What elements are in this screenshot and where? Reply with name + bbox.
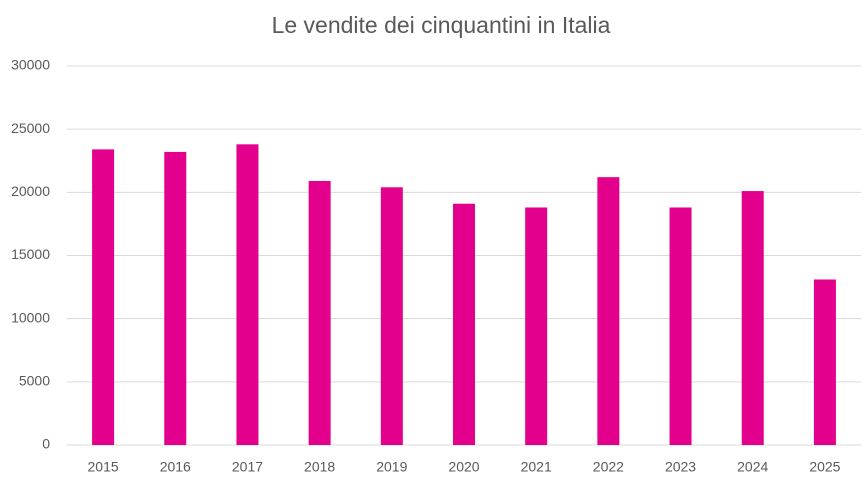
y-tick-label: 0 [42,436,50,452]
y-tick-label: 30000 [11,57,50,73]
x-tick-label: 2022 [593,459,624,475]
bar [525,207,548,445]
bar [597,177,620,445]
chart-title: Le vendite dei cinquantini in Italia [272,12,611,38]
y-tick-label: 5000 [19,373,50,389]
bar [669,207,692,445]
bar [453,203,475,445]
bar [236,144,259,445]
bar [308,180,331,446]
y-tick-label: 15000 [11,246,50,262]
x-tick-label: 2023 [665,459,696,475]
x-tick-label: 2019 [376,459,407,475]
bar [813,279,836,445]
x-tick-label: 2018 [304,459,335,475]
bar [741,191,764,445]
bar [380,187,403,445]
bar [92,149,115,445]
y-tick-label: 25000 [11,120,50,136]
x-tick-label: 2016 [160,459,191,475]
x-tick-label: 2017 [232,459,263,475]
bar [164,151,187,445]
x-tick-label: 2024 [737,459,768,475]
x-tick-label: 2015 [88,459,119,475]
y-tick-label: 10000 [11,309,50,325]
x-tick-label: 2025 [809,459,840,475]
x-tick-label: 2020 [448,459,479,475]
x-tick-label: 2021 [521,459,552,475]
y-tick-label: 20000 [11,183,50,199]
